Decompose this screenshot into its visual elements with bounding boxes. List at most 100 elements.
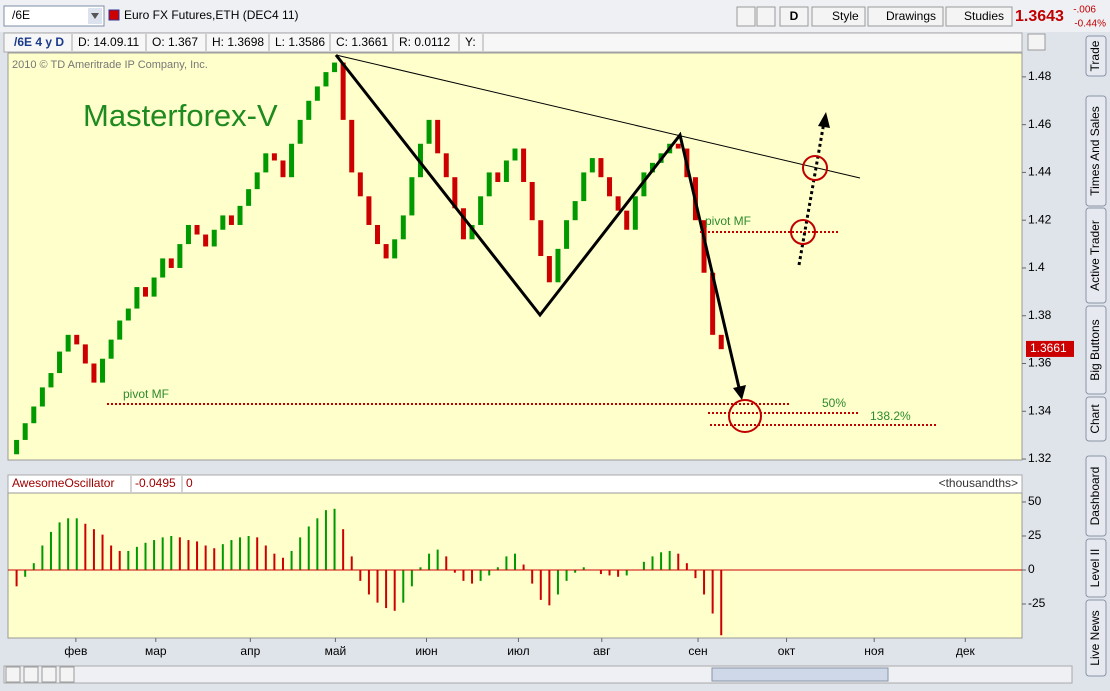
info-cell: Y: xyxy=(465,35,476,49)
candle-body xyxy=(194,224,200,235)
symbol-title: Euro FX Futures,ETH (DEC4 11) xyxy=(124,8,299,22)
candle-body xyxy=(546,256,552,283)
candle-body xyxy=(615,196,621,211)
candle-body xyxy=(22,423,28,440)
x-tick-label: ноя xyxy=(864,644,884,658)
candle-body xyxy=(271,153,277,161)
info-cell: L: 1.3586 xyxy=(275,35,325,49)
target-circle xyxy=(790,219,816,245)
candle-body xyxy=(641,172,647,197)
y-tick-label: 0 xyxy=(1028,562,1035,576)
zoom-button[interactable] xyxy=(23,666,39,683)
zoom-button[interactable] xyxy=(59,666,75,683)
y-tick-label: 25 xyxy=(1028,528,1042,542)
wave-drawing: pivot MF pivot MF 50% 138.2% xyxy=(107,54,937,433)
drawings-button[interactable] xyxy=(867,6,944,27)
tool-button[interactable] xyxy=(756,6,776,27)
sidebar-tab[interactable] xyxy=(1085,599,1107,677)
sidebar-tab[interactable] xyxy=(1085,396,1107,442)
candle-body xyxy=(306,100,312,120)
plots: 1.48 1.46 1.44 1.42 1.4 1.38 1.36 1.34 1.32 1.366… xyxy=(8,62,1074,658)
x-tick-label: авг xyxy=(593,644,611,658)
candle-body xyxy=(469,224,475,240)
candle-body xyxy=(151,277,157,297)
candle-body xyxy=(581,172,587,202)
period-label: D xyxy=(790,9,799,23)
studies-button[interactable] xyxy=(945,6,1013,27)
candle-body xyxy=(57,351,63,374)
candle-body xyxy=(332,62,338,73)
pivot-label: pivot MF xyxy=(123,387,169,401)
zoom-button[interactable] xyxy=(5,666,21,683)
sidebar-tab-label: Big Buttons xyxy=(1088,319,1102,380)
style-button[interactable] xyxy=(811,6,866,27)
y-tick-label: 1.4 xyxy=(1028,260,1045,274)
candle-body xyxy=(246,189,252,206)
pivot-label: pivot MF xyxy=(705,214,751,228)
sidebar-tab[interactable] xyxy=(1085,538,1107,598)
candle-body xyxy=(48,373,54,388)
trend-line xyxy=(335,54,861,179)
x-tick-label: июн xyxy=(415,644,437,658)
sidebar-tab-label: Live News xyxy=(1088,610,1102,665)
tool-button[interactable] xyxy=(736,6,756,27)
sidebar-tab[interactable] xyxy=(1085,95,1107,207)
candle-body xyxy=(297,119,303,144)
info-cells: /6E 4 y D D: 14.09.11 O: 1.367 H: 1.3698 L: … xyxy=(14,34,484,51)
candle-body xyxy=(710,272,716,335)
candle-body xyxy=(478,196,484,225)
price-change: -.006 xyxy=(1073,5,1096,16)
y-tick-label: 1.38 xyxy=(1028,308,1052,322)
candle-body xyxy=(142,287,148,297)
fib-label: 138.2% xyxy=(870,409,911,423)
candle-body xyxy=(624,210,630,230)
candle-body xyxy=(675,143,681,149)
y-tick-label: 1.48 xyxy=(1028,69,1052,83)
y-tick-label: 1.44 xyxy=(1028,165,1052,179)
x-tick-label: дек xyxy=(956,644,976,658)
period-button[interactable] xyxy=(779,6,809,27)
sidebar-tab-label: Level II xyxy=(1088,549,1102,588)
candle-body xyxy=(435,119,441,154)
candle-body xyxy=(14,439,20,455)
candle-body xyxy=(254,172,260,190)
candle-body xyxy=(211,229,217,247)
candle-body xyxy=(460,208,466,240)
sidebar-tab-label: Chart xyxy=(1088,404,1102,434)
sidebar-tab[interactable] xyxy=(1085,305,1107,395)
y-tick-label: 1.32 xyxy=(1028,451,1052,465)
candle-body xyxy=(486,172,492,197)
oscillator-value: 0 xyxy=(186,476,193,490)
candle-body xyxy=(323,72,329,87)
candle-body xyxy=(426,119,432,144)
candle-body xyxy=(392,239,398,259)
sidebar-tab[interactable] xyxy=(1085,207,1107,304)
sidebar-tab[interactable] xyxy=(1085,455,1107,537)
drawings-label: Drawings xyxy=(886,9,936,23)
y-tick-label: 1.46 xyxy=(1028,117,1052,131)
sidebar-tab-label: Dashboard xyxy=(1088,467,1102,526)
info-cell: R: 0.0112 xyxy=(399,35,450,49)
settings-icon[interactable] xyxy=(1027,33,1046,51)
scrollbar[interactable] xyxy=(3,665,1073,684)
candle-body xyxy=(572,201,578,221)
candle-body xyxy=(108,339,114,359)
candle-body xyxy=(452,177,458,209)
candle-body xyxy=(409,177,415,216)
candle-body xyxy=(134,287,140,309)
target-circle xyxy=(802,155,828,181)
candle-body xyxy=(31,406,37,424)
info-cell: /6E 4 y D xyxy=(14,35,64,49)
x-tick-label: окт xyxy=(778,644,796,658)
x-tick-label: фев xyxy=(64,644,87,658)
scroll-thumb[interactable] xyxy=(711,667,889,682)
sidebar-tab-label: Trade xyxy=(1088,40,1102,71)
target-circle xyxy=(728,399,762,433)
candle-body xyxy=(91,363,97,383)
zoom-button[interactable] xyxy=(41,666,57,683)
candle-body xyxy=(495,172,501,182)
candle-body xyxy=(263,153,269,173)
sidebar-tab[interactable] xyxy=(1085,35,1107,77)
info-cell: H: 1.3698 xyxy=(212,35,264,49)
symbol-input[interactable] xyxy=(3,5,105,27)
